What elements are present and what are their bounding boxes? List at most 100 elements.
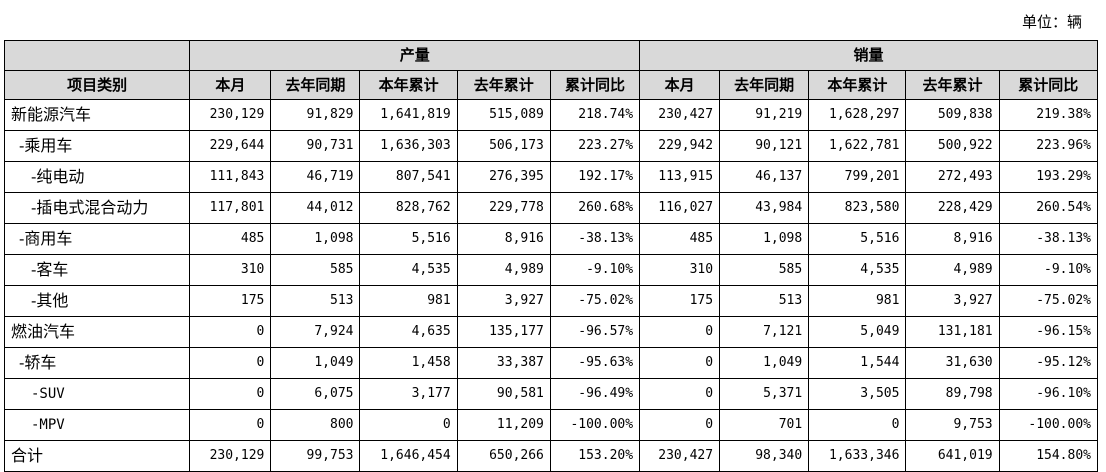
category-header: 项目类别 [3, 70, 191, 100]
production-last-ytd-cell: 276,395 [456, 161, 551, 193]
row-category-label: -轿车 [3, 347, 191, 379]
production-ytd-cell: 3,177 [359, 378, 458, 410]
sales-last-year-month-cell: 90,121 [719, 130, 810, 162]
production-last-ytd-cell: 229,778 [456, 192, 551, 224]
production-yoy-cell: -9.10% [549, 254, 641, 286]
production-last-year-month-cell: 90,731 [270, 130, 361, 162]
sales-ytd-cell: 5,049 [808, 316, 907, 348]
sales-month-cell: 0 [639, 378, 721, 410]
production-ytd-cell: 5,516 [359, 223, 458, 255]
production-last-year-month-cell: 800 [270, 409, 361, 441]
sales-col-last-ytd: 去年累计 [905, 70, 1000, 100]
sales-last-ytd-cell: 641,019 [905, 440, 1000, 472]
row-category-label: -纯电动 [3, 161, 191, 193]
production-ytd-cell: 4,535 [359, 254, 458, 286]
production-last-year-month-cell: 1,098 [270, 223, 361, 255]
row-category-label: 新能源汽车 [3, 99, 191, 131]
production-ytd-cell: 4,635 [359, 316, 458, 348]
header-group-row: 产量 销量 [3, 40, 1098, 71]
sales-month-cell: 113,915 [639, 161, 721, 193]
production-last-year-month-cell: 585 [270, 254, 361, 286]
production-last-ytd-cell: 4,989 [456, 254, 551, 286]
sales-last-ytd-cell: 272,493 [905, 161, 1000, 193]
sales-last-ytd-cell: 3,927 [905, 285, 1000, 317]
row-category-label: -商用车 [3, 223, 191, 255]
row-category-label: -乘用车 [3, 130, 191, 162]
sales-ytd-cell: 1,544 [808, 347, 907, 379]
production-last-year-month-cell: 99,753 [270, 440, 361, 472]
sales-yoy-cell: -96.15% [998, 316, 1099, 348]
sales-col-last-year-month: 去年同期 [719, 70, 810, 100]
table-row: -其他 175 513 981 3,927 -75.02% 175 513 981 3,927 -7… [3, 285, 1099, 317]
sales-ytd-cell: 981 [808, 285, 907, 317]
production-last-ytd-cell: 11,209 [456, 409, 551, 441]
sales-last-ytd-cell: 31,630 [905, 347, 1000, 379]
sales-last-year-month-cell: 98,340 [719, 440, 810, 472]
sales-last-year-month-cell: 1,049 [719, 347, 810, 379]
sales-yoy-cell: -38.13% [998, 223, 1099, 255]
production-last-ytd-cell: 8,916 [456, 223, 551, 255]
table-row: 燃油汽车 0 7,924 4,635 135,177 -96.57% 0 7,121 5,049… [3, 316, 1099, 348]
table-row: -SUV 0 6,075 3,177 90,581 -96.49% 0 5,371 3,505 8… [3, 378, 1099, 410]
production-yoy-cell: 218.74% [549, 99, 641, 131]
header-blank [3, 40, 191, 71]
production-yoy-cell: 192.17% [549, 161, 641, 193]
production-last-ytd-cell: 515,089 [456, 99, 551, 131]
production-ytd-cell: 1,646,454 [359, 440, 458, 472]
sales-col-month: 本月 [639, 70, 721, 100]
sales-col-yoy: 累计同比 [998, 70, 1099, 100]
sales-month-cell: 116,027 [639, 192, 721, 224]
production-yoy-cell: -100.00% [549, 409, 641, 441]
production-yoy-cell: 153.20% [549, 440, 641, 472]
production-ytd-cell: 807,541 [359, 161, 458, 193]
sales-yoy-cell: 260.54% [998, 192, 1099, 224]
sales-last-year-month-cell: 46,137 [719, 161, 810, 193]
sales-ytd-cell: 823,580 [808, 192, 907, 224]
sales-month-cell: 485 [639, 223, 721, 255]
production-col-last-year-month: 去年同期 [270, 70, 361, 100]
production-header: 产量 [189, 40, 641, 71]
header-column-row: 项目类别 本月 去年同期 本年累计 去年累计 累计同比 本月 去年同期 本年累计… [3, 70, 1099, 100]
sales-col-ytd: 本年累计 [808, 70, 907, 100]
production-yoy-cell: 260.68% [549, 192, 641, 224]
production-last-year-month-cell: 6,075 [270, 378, 361, 410]
sales-month-cell: 0 [639, 409, 721, 441]
row-category-label: -客车 [3, 254, 191, 286]
production-month-cell: 0 [189, 409, 272, 441]
sales-ytd-cell: 0 [808, 409, 907, 441]
sales-last-ytd-cell: 228,429 [905, 192, 1000, 224]
table-row: 合计 230,129 99,753 1,646,454 650,266 153.20% 23… [3, 440, 1099, 472]
table-header: 产量 销量 项目类别 本月 去年同期 本年累计 去年累计 累计同比 本月 去年同… [3, 40, 1099, 100]
production-month-cell: 230,129 [189, 99, 272, 131]
production-ytd-cell: 0 [359, 409, 458, 441]
sales-month-cell: 310 [639, 254, 721, 286]
sales-last-ytd-cell: 500,922 [905, 130, 1000, 162]
row-category-label: 燃油汽车 [3, 316, 191, 348]
production-last-year-month-cell: 91,829 [270, 99, 361, 131]
sales-last-ytd-cell: 9,753 [905, 409, 1000, 441]
production-last-ytd-cell: 506,173 [456, 130, 551, 162]
production-month-cell: 117,801 [189, 192, 272, 224]
sales-last-ytd-cell: 131,181 [905, 316, 1000, 348]
production-last-ytd-cell: 90,581 [456, 378, 551, 410]
sales-last-year-month-cell: 513 [719, 285, 810, 317]
table-row: -乘用车 229,644 90,731 1,636,303 506,173 223.27%… [3, 130, 1099, 162]
production-col-yoy: 累计同比 [549, 70, 641, 100]
sales-last-year-month-cell: 701 [719, 409, 810, 441]
sales-ytd-cell: 1,628,297 [808, 99, 907, 131]
sales-month-cell: 229,942 [639, 130, 721, 162]
sales-header: 销量 [639, 40, 1098, 71]
production-col-month: 本月 [189, 70, 272, 100]
table-row: -MPV 0 800 0 11,209 -100.00% 0 701 0 9,753 -100.00… [3, 409, 1099, 441]
sales-last-ytd-cell: 8,916 [905, 223, 1000, 255]
production-sales-table: 产量 销量 项目类别 本月 去年同期 本年累计 去年累计 累计同比 本月 去年同… [3, 40, 1099, 472]
production-month-cell: 111,843 [189, 161, 272, 193]
production-yoy-cell: -95.63% [549, 347, 641, 379]
table-row: -插电式混合动力 117,801 44,012 828,762 229,778 260.6… [3, 192, 1099, 224]
sales-yoy-cell: 219.38% [998, 99, 1099, 131]
sales-last-year-month-cell: 5,371 [719, 378, 810, 410]
production-ytd-cell: 1,641,819 [359, 99, 458, 131]
production-yoy-cell: 223.27% [549, 130, 641, 162]
table-row: -纯电动 111,843 46,719 807,541 276,395 192.17% 11… [3, 161, 1099, 193]
production-ytd-cell: 828,762 [359, 192, 458, 224]
